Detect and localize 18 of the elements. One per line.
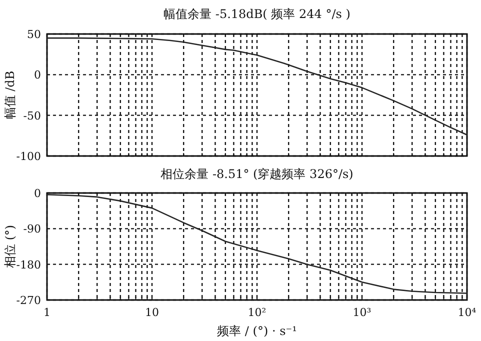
y-axis-title: 相位 (°) bbox=[3, 224, 17, 268]
y-tick-label: -50 bbox=[23, 109, 41, 122]
y-tick-label: -90 bbox=[23, 222, 41, 236]
x-tick-label: 10³ bbox=[352, 306, 372, 319]
y-tick-label: -100 bbox=[16, 150, 41, 163]
y-axis-title: 幅值 /dB bbox=[3, 70, 17, 120]
y-tick-label: -180 bbox=[16, 258, 41, 272]
y-tick-label: 50 bbox=[27, 28, 41, 41]
y-tick-label: -270 bbox=[16, 294, 41, 307]
x-tick-label: 10⁴ bbox=[458, 306, 477, 319]
x-tick-label: 10 bbox=[145, 306, 159, 319]
chart-title: 相位余量 -8.51° (穿越频率 326°/s) bbox=[160, 167, 354, 181]
x-tick-label: 10² bbox=[248, 306, 266, 319]
y-tick-label: 0 bbox=[34, 68, 41, 82]
chart-title: 幅值余量 -5.18dB( 频率 244 °/s ) bbox=[164, 7, 350, 21]
x-axis-title: 频率 / (°) · s⁻¹ bbox=[217, 324, 297, 338]
y-tick-label: 0 bbox=[34, 187, 41, 200]
x-tick-label: 1 bbox=[44, 306, 50, 319]
